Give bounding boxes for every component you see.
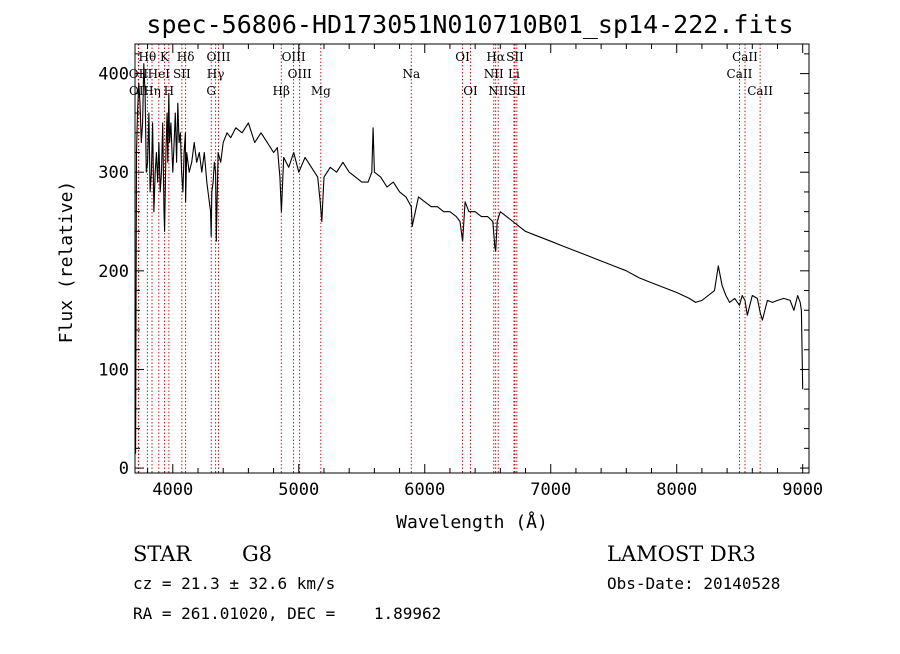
spectral-line-label: Hβ (273, 84, 290, 98)
y-tick-label: 0 (119, 459, 129, 479)
object-subclass: G8 (242, 542, 272, 566)
spectral-line-label: Li (508, 67, 520, 81)
spectral-line-label: NII (488, 84, 508, 98)
object-class: STAR (133, 542, 192, 566)
spectral-line-label: OI (455, 50, 470, 64)
survey-name: LAMOST DR3 (607, 542, 756, 566)
spectral-line-label: SII (508, 84, 526, 98)
coordinates: RA = 261.01020, DEC = 1.89962 (133, 604, 441, 623)
x-tick-label: 5000 (278, 480, 319, 500)
spectral-line-label: NII (484, 67, 504, 81)
y-tick-label: 300 (98, 163, 129, 183)
y-tick-label: 400 (98, 65, 129, 85)
y-tick-label: 100 (98, 360, 129, 380)
spectral-line-label: OIII (206, 50, 230, 64)
spectral-line-label: HeI (148, 67, 171, 81)
x-axis-label: Wavelength (Å) (396, 511, 548, 533)
x-tick-label: 7000 (530, 480, 571, 500)
spectral-line-label: K (160, 50, 170, 64)
x-tick-label: 4000 (152, 480, 193, 500)
spectral-line-label: Hθ (138, 50, 156, 64)
x-tick-label: 8000 (656, 480, 697, 500)
spectral-line-label: CaII (727, 67, 753, 81)
spectral-line-label: Hγ (207, 67, 225, 81)
spectral-line-markers (137, 44, 761, 473)
spectral-line-label: CaII (747, 84, 773, 98)
y-axis: 0 100 200 300 400 (98, 53, 809, 479)
spectrum-line (134, 63, 804, 454)
x-tick-label: 6000 (404, 480, 445, 500)
spectral-line-label: H (164, 84, 174, 98)
spectral-line-label: Hη (143, 84, 161, 98)
y-axis-label: Flux (relative) (56, 181, 77, 344)
y-tick-label: 200 (98, 262, 129, 282)
spectral-line-label: SII (173, 67, 191, 81)
chart-title: spec-56806-HD173051N010710B01_sp14-222.f… (146, 10, 793, 39)
spectral-line-label: SII (506, 50, 524, 64)
spectral-line-label: Hδ (177, 50, 195, 64)
spectral-line-label: Mg (311, 84, 331, 98)
spectral-line-label: G (206, 84, 216, 98)
x-axis: 4000 5000 6000 7000 8000 9000 (147, 44, 823, 500)
spectral-line-label: CaII (732, 50, 758, 64)
observation-date: Obs-Date: 20140528 (607, 574, 780, 593)
spectral-line-label: Hα (486, 50, 505, 64)
redshift-velocity: cz = 21.3 ± 32.6 km/s (133, 574, 335, 593)
spectral-line-label: OIII (288, 67, 312, 81)
spectral-line-label: Na (402, 67, 420, 81)
x-tick-label: 9000 (782, 480, 823, 500)
spectral-line-label: OIII (282, 50, 306, 64)
spectral-line-label: OI (463, 84, 478, 98)
plot-frame (134, 43, 810, 474)
